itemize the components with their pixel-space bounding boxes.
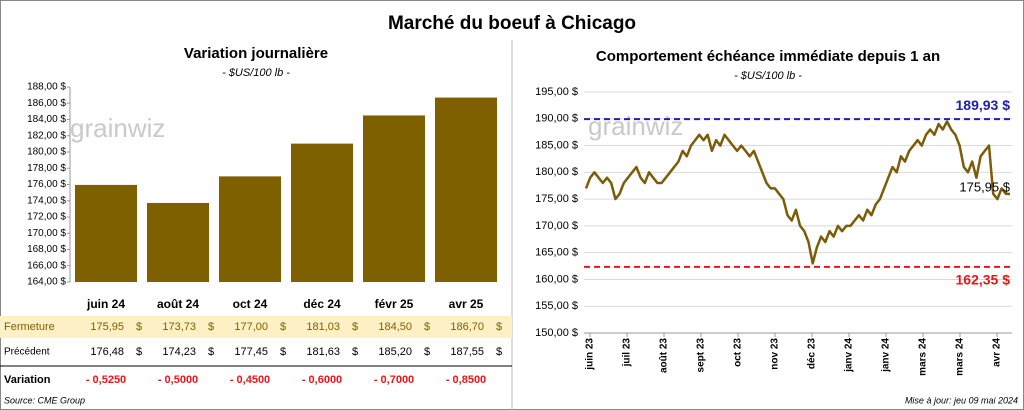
y-tick-label: 186,00 $ [27,98,66,109]
y-tick-label: 160,00 $ [535,273,578,285]
bar [435,97,497,282]
cell-unit: $ [208,321,214,333]
cell-unit: $ [496,321,502,333]
x-tick-label: déc 24 [303,297,341,311]
cell: 175,95 [90,321,124,333]
cell-unit: $ [352,321,358,333]
y-tick-label: 165,00 $ [535,247,578,259]
bar [291,143,353,282]
y-tick-label: 180,00 $ [535,166,578,178]
x-tick-label: juil 23 [622,338,633,368]
chart-title: Variation journalière [184,45,328,62]
y-tick-label: 185,00 $ [535,139,578,151]
cell: 186,70 [450,321,484,333]
cell-unit: $ [352,346,358,358]
row-label: Précédent [4,347,50,358]
y-tick-label: 182,00 $ [27,130,66,141]
page-title: Marché du boeuf à Chicago [388,13,636,34]
cell: 187,55 [450,346,484,358]
cell-unit: $ [136,346,142,358]
x-tick-label: déc 23 [807,338,818,370]
cell-unit: $ [424,346,430,358]
chart-subtitle: - $US/100 lb - [734,70,802,82]
row-label: Variation [4,374,51,386]
chart-subtitle: - $US/100 lb - [222,67,290,79]
bar [219,176,281,282]
y-tick-label: 168,00 $ [27,244,66,255]
cell: - 0,8500 [446,374,486,386]
y-tick-label: 190,00 $ [535,113,578,125]
y-tick-label: 180,00 $ [27,147,66,158]
source: Source: CME Group [4,395,85,405]
bar [363,115,425,282]
x-tick-label: juin 24 [86,297,125,311]
reference-label: 189,93 $ [956,97,1011,113]
cell: 176,48 [90,346,124,358]
x-tick-label: nov 23 [770,338,781,370]
cell-unit: $ [424,321,430,333]
cell: 181,03 [306,321,340,333]
y-tick-label: 174,00 $ [27,195,66,206]
x-tick-label: janv 24 [844,338,855,373]
y-tick-label: 184,00 $ [27,114,66,125]
x-tick-label: août 23 [659,338,670,373]
watermark: grainwiz [70,113,165,143]
y-tick-label: 195,00 $ [535,86,578,98]
reference-label: 162,35 $ [956,272,1011,288]
chart-title: Comportement échéance immédiate depuis 1… [596,48,940,65]
row-label: Fermeture [4,321,55,333]
y-tick-label: 170,00 $ [27,228,66,239]
cell-unit: $ [136,321,142,333]
x-tick-label: oct 24 [233,297,268,311]
cell: - 0,6000 [302,374,342,386]
cell: 174,23 [162,346,196,358]
cell: 177,45 [234,346,268,358]
watermark: grainwiz [588,111,683,141]
cell-unit: $ [208,346,214,358]
y-tick-label: 170,00 $ [535,220,578,232]
line [584,120,1011,265]
y-tick-label: 178,00 $ [27,163,66,174]
cell-unit: $ [280,321,286,333]
cell: 181,63 [306,346,340,358]
x-tick-label: avr 25 [449,297,484,311]
bar [75,184,137,282]
x-tick-label: janv 24 [881,338,892,373]
x-tick-label: févr 25 [375,297,414,311]
cell: 173,73 [162,321,196,333]
x-tick-label: mars 24 [918,338,929,376]
y-tick-label: 164,00 $ [27,277,66,288]
x-tick-label: juin 23 [585,338,596,371]
x-tick-label: mars 24 [955,338,966,376]
cell: 184,50 [378,321,412,333]
cell: - 0,7000 [374,374,414,386]
x-tick-label: août 24 [157,297,199,311]
y-tick-label: 175,00 $ [535,193,578,205]
x-tick-label: sept 23 [696,338,707,373]
cell: - 0,5250 [86,374,126,386]
y-tick-label: 150,00 $ [535,327,578,339]
cell: 177,00 [234,321,268,333]
cell: 185,20 [378,346,412,358]
cell: - 0,5000 [158,374,198,386]
cell: - 0,4500 [230,374,270,386]
cell-unit: $ [496,346,502,358]
y-tick-label: 188,00 $ [27,82,66,93]
updated: Mise à jour: jeu 09 mai 2024 [905,395,1018,405]
y-tick-label: 166,00 $ [27,260,66,271]
y-tick-label: 176,00 $ [27,179,66,190]
y-tick-label: 172,00 $ [27,212,66,223]
cell-unit: $ [280,346,286,358]
x-tick-label: avr 24 [992,338,1003,367]
end-label: 175,95 $ [959,179,1010,194]
bar [147,202,209,282]
highlight-row [0,316,512,338]
x-tick-label: oct 23 [733,338,744,367]
y-tick-label: 155,00 $ [535,300,578,312]
